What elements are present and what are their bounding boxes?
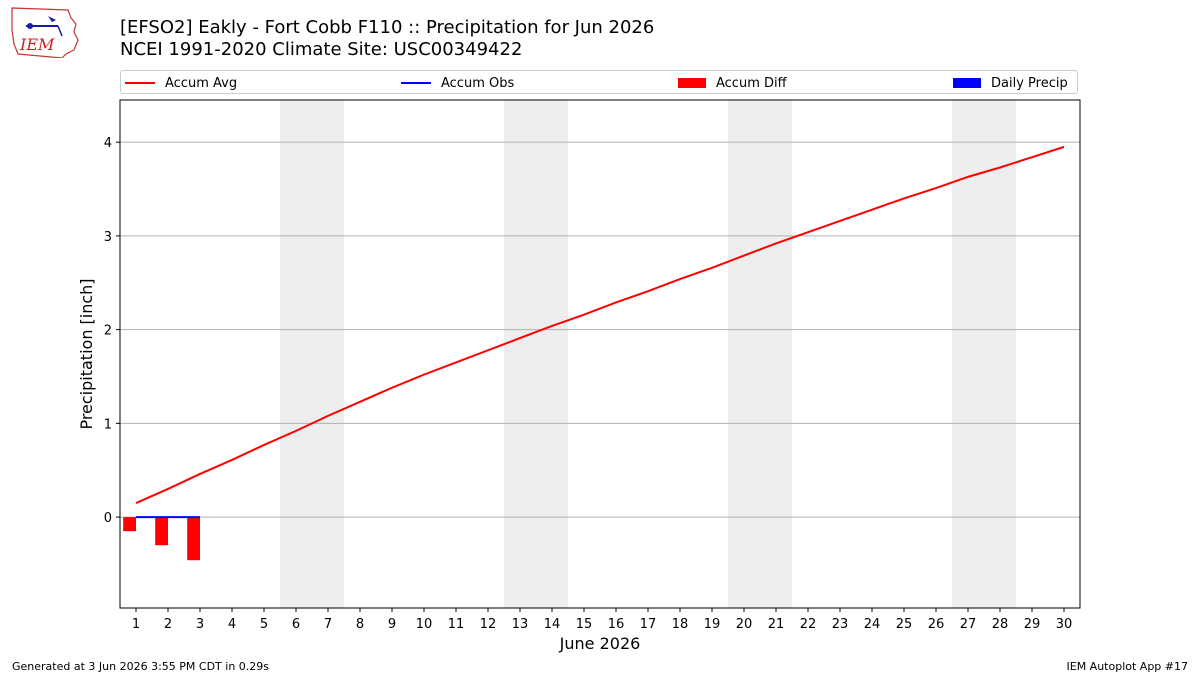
x-tick-label: 21: [768, 617, 785, 632]
legend-label: Accum Obs: [441, 75, 515, 91]
iowa-outline-icon: [11, 7, 79, 58]
x-tick-label: 18: [672, 617, 689, 632]
x-tick-label: 20: [736, 617, 753, 632]
footer-generated-text: Generated at 3 Jun 2026 3:55 PM CDT in 0…: [12, 660, 270, 673]
x-tick-label: 29: [1024, 617, 1041, 632]
x-tick-label: 24: [864, 617, 881, 632]
x-tick-label: 28: [992, 617, 1009, 632]
x-tick-label: 17: [640, 617, 657, 632]
accum-diff-bar: [155, 517, 168, 546]
x-tick-label: 30: [1056, 617, 1073, 632]
x-tick-label: 14: [544, 617, 561, 632]
x-tick-label: 8: [356, 617, 364, 632]
legend-item-daily-precip: Daily Precip: [953, 74, 1068, 92]
weekend-shade: [280, 100, 344, 608]
plot-frame: [119, 99, 1081, 609]
x-tick-label: 6: [292, 617, 300, 632]
y-tick-label: 1: [104, 417, 112, 432]
iem-logo-text: IEM: [19, 35, 55, 54]
x-tick-label: 22: [800, 617, 817, 632]
x-axis-label: June 2026: [559, 634, 641, 653]
y-tick-label: 4: [104, 136, 112, 151]
legend-item-accum-obs: Accum Obs: [401, 74, 514, 92]
chart-title: [EFSO2] Eakly - Fort Cobb F110 :: Precip…: [120, 17, 655, 38]
x-tick-label: 3: [196, 617, 204, 632]
legend-swatch: [678, 78, 706, 88]
legend-label: Daily Precip: [991, 75, 1068, 91]
x-tick-label: 16: [608, 617, 625, 632]
footer-app-label: IEM Autoplot App #17: [1066, 660, 1189, 673]
legend-item-accum-avg: Accum Avg: [125, 74, 237, 92]
x-tick-label: 23: [832, 617, 849, 632]
chart-subtitle: NCEI 1991-2020 Climate Site: USC00349422: [120, 39, 523, 60]
y-axis-label: Precipitation [inch]: [77, 278, 96, 429]
weekend-shade: [504, 100, 568, 608]
x-tick-label: 1: [132, 617, 140, 632]
x-tick-label: 19: [704, 617, 721, 632]
x-tick-label: 7: [324, 617, 332, 632]
x-tick-label: 2: [164, 617, 172, 632]
legend-swatch: [125, 82, 155, 84]
x-tick-label: 9: [388, 617, 396, 632]
x-tick-label: 13: [512, 617, 529, 632]
legend-label: Accum Diff: [716, 75, 787, 91]
x-tick-label: 27: [960, 617, 977, 632]
x-tick-label: 10: [416, 617, 433, 632]
x-tick-label: 25: [896, 617, 913, 632]
x-tick-label: 11: [448, 617, 465, 632]
accum-diff-bar: [187, 517, 200, 561]
legend-swatch: [401, 82, 431, 84]
chart-legend: Accum Avg Accum Obs Accum Diff Daily Pre…: [120, 70, 1078, 94]
iem-logo: IEM: [11, 7, 79, 58]
accum-diff-bar: [123, 517, 136, 532]
accum-avg-line: [135, 145, 1065, 504]
x-tick-label: 12: [480, 617, 497, 632]
legend-swatch: [953, 78, 981, 88]
weekend-shade: [728, 100, 792, 608]
y-tick-label: 3: [104, 230, 112, 245]
y-tick-label: 0: [104, 511, 112, 526]
x-tick-label: 15: [576, 617, 593, 632]
x-tick-label: 26: [928, 617, 945, 632]
x-tick-label: 5: [260, 617, 268, 632]
x-tick-label: 4: [228, 617, 236, 632]
legend-item-accum-diff: Accum Diff: [678, 74, 787, 92]
legend-label: Accum Avg: [165, 75, 238, 91]
weekend-shade: [952, 100, 1016, 608]
y-tick-label: 2: [104, 324, 112, 339]
